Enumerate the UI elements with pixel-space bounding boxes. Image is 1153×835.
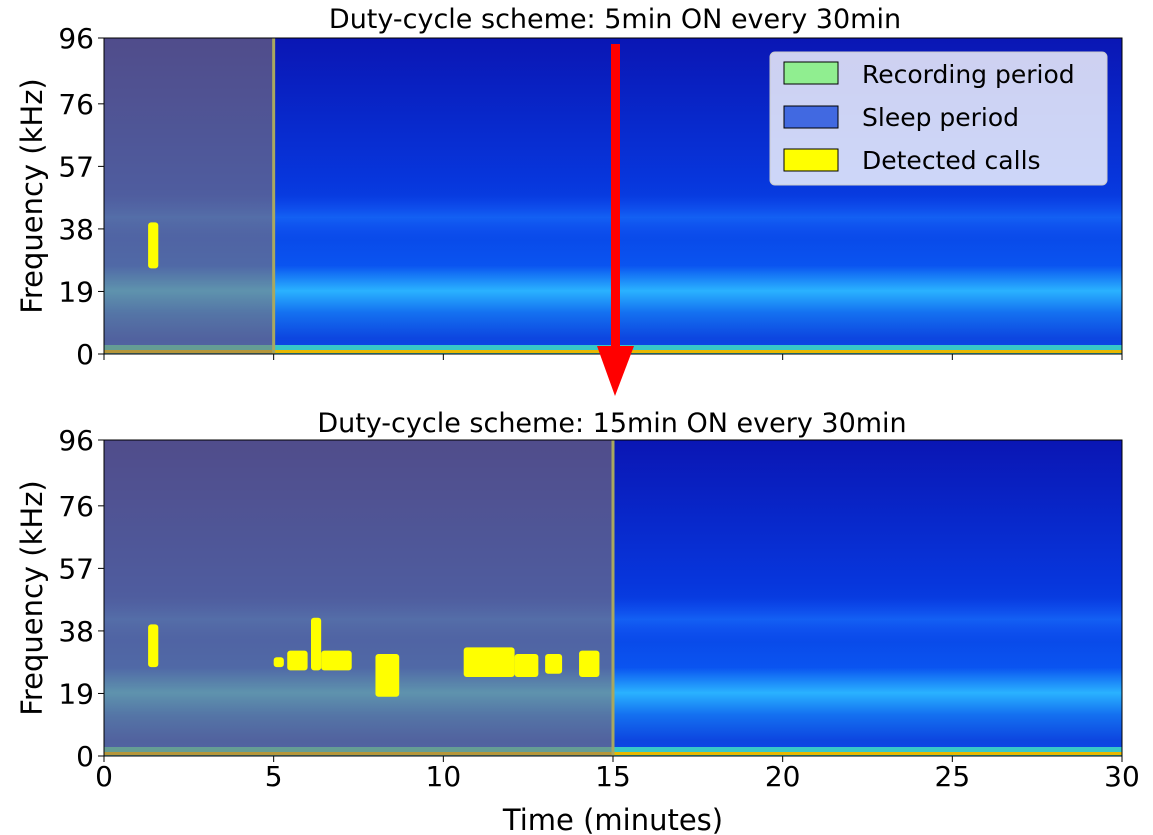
panel-5min-on: Duty-cycle scheme: 5min ON every 30min F… — [15, 4, 1123, 371]
detected-call — [148, 222, 159, 269]
y-tick-label: 0 — [76, 338, 94, 371]
panel-15min-on: Duty-cycle scheme: 15min ON every 30min … — [15, 408, 1140, 835]
detected-call — [321, 650, 352, 671]
detected-call — [273, 657, 284, 668]
y-axis-label: Frequency (kHz) — [15, 480, 49, 715]
x-tick-label: 20 — [765, 760, 801, 793]
y-axis-label: Frequency (kHz) — [15, 78, 49, 313]
y-axis-ticks: 0 19 38 57 76 96 — [58, 22, 104, 371]
y-axis-ticks: 0 19 38 57 76 96 — [58, 424, 104, 773]
detected-call — [148, 624, 159, 668]
y-tick-label: 0 — [76, 740, 94, 773]
x-tick-label: 5 — [265, 760, 283, 793]
transition-arrow — [597, 44, 634, 396]
detected-call — [579, 650, 600, 677]
x-axis-label: Time (minutes) — [502, 803, 723, 835]
detected-call — [375, 653, 400, 697]
y-tick-label: 57 — [58, 150, 94, 183]
x-tick-label: 30 — [1104, 760, 1140, 793]
y-tick-label: 57 — [58, 552, 94, 585]
x-tick-label: 10 — [426, 760, 462, 793]
y-tick-label: 19 — [58, 677, 94, 710]
y-tick-label: 96 — [58, 22, 94, 55]
legend-label-sleep: Sleep period — [862, 103, 1019, 132]
detected-call — [514, 653, 539, 677]
legend-swatch-recording — [783, 61, 839, 85]
legend-label-calls: Detected calls — [862, 146, 1041, 175]
panel-title: Duty-cycle scheme: 15min ON every 30min — [317, 408, 906, 439]
x-tick-label: 15 — [595, 760, 631, 793]
x-tick-label: 25 — [935, 760, 971, 793]
y-tick-label: 19 — [58, 275, 94, 308]
y-tick-label: 38 — [58, 615, 94, 648]
detected-calls-layer — [148, 222, 159, 269]
detected-call — [310, 617, 322, 671]
legend: Recording period Sleep period Detected c… — [769, 51, 1108, 186]
panel-title: Duty-cycle scheme: 5min ON every 30min — [329, 4, 901, 35]
detected-calls-layer — [148, 617, 600, 697]
arrow-shaft — [611, 44, 620, 346]
y-tick-label: 76 — [58, 88, 94, 121]
detected-call — [545, 653, 563, 674]
y-tick-label: 96 — [58, 424, 94, 457]
detected-call — [287, 650, 308, 671]
recording-period-overlay — [104, 38, 274, 354]
y-tick-label: 38 — [58, 213, 94, 246]
legend-label-recording: Recording period — [862, 60, 1075, 89]
legend-swatch-calls — [783, 148, 839, 172]
y-tick-label: 76 — [58, 490, 94, 523]
x-axis-ticks: 0 5 10 15 20 25 30 — [95, 756, 1140, 793]
legend-swatch-sleep — [783, 105, 839, 129]
x-tick-label: 0 — [95, 760, 113, 793]
recording-period-overlay — [104, 440, 613, 756]
detected-call — [463, 647, 515, 677]
arrow-head — [597, 346, 634, 396]
legend-box — [769, 51, 1108, 186]
